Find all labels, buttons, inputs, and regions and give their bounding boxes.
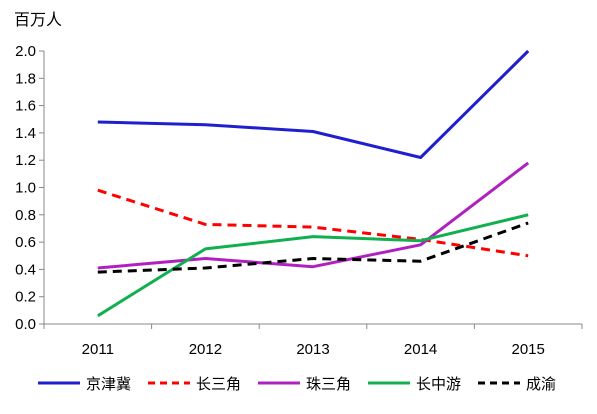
y-tick-label: 2.0 bbox=[15, 43, 36, 60]
y-tick-label: 0.0 bbox=[15, 316, 36, 333]
y-axis-ticks: 0.0 0.2 0.4 0.6 0.8 1.0 1.2 1.4 1.6 1.8 2.0 bbox=[15, 43, 44, 333]
y-tick-label: 1.6 bbox=[15, 98, 36, 115]
y-tick-label: 1.2 bbox=[15, 152, 36, 169]
series-line-4 bbox=[97, 221, 529, 274]
legend-label: 珠三角 bbox=[306, 375, 351, 393]
y-tick-label: 0.6 bbox=[15, 234, 36, 251]
x-tick-label: 2012 bbox=[189, 341, 222, 358]
y-tick-label: 1.8 bbox=[15, 70, 36, 87]
series-line-3 bbox=[97, 213, 529, 318]
x-axis-ticks: 2011 2012 2013 2014 2015 bbox=[43, 324, 583, 358]
x-tick-label: 2015 bbox=[512, 341, 545, 358]
x-tick-label: 2011 bbox=[82, 341, 114, 358]
y-tick-label: 0.4 bbox=[15, 261, 36, 278]
legend-item: 长三角 bbox=[148, 375, 241, 393]
legend-item: 珠三角 bbox=[258, 375, 351, 393]
y-tick-label: 0.8 bbox=[15, 207, 36, 224]
x-tick-label: 2013 bbox=[296, 341, 329, 358]
axes bbox=[43, 51, 582, 325]
series-lines bbox=[97, 49, 530, 318]
y-tick-label: 0.2 bbox=[15, 289, 36, 306]
x-tick-label: 2014 bbox=[404, 341, 437, 358]
y-tick-label: 1.0 bbox=[15, 180, 36, 197]
series-line-1 bbox=[97, 188, 529, 258]
legend: 京津冀 长三角 珠三角 长中游 成渝 bbox=[38, 375, 556, 393]
y-axis-unit-label: 百万人 bbox=[14, 10, 62, 29]
legend-label: 成渝 bbox=[526, 375, 556, 393]
series-line-0 bbox=[97, 49, 530, 159]
series-line-2 bbox=[97, 161, 530, 270]
legend-label: 京津冀 bbox=[86, 375, 131, 393]
legend-item: 京津冀 bbox=[38, 375, 131, 393]
legend-label: 长中游 bbox=[416, 375, 461, 393]
legend-item: 长中游 bbox=[368, 375, 461, 393]
y-tick-label: 1.4 bbox=[15, 125, 36, 142]
legend-item: 成渝 bbox=[478, 375, 556, 393]
legend-label: 长三角 bbox=[196, 375, 241, 393]
